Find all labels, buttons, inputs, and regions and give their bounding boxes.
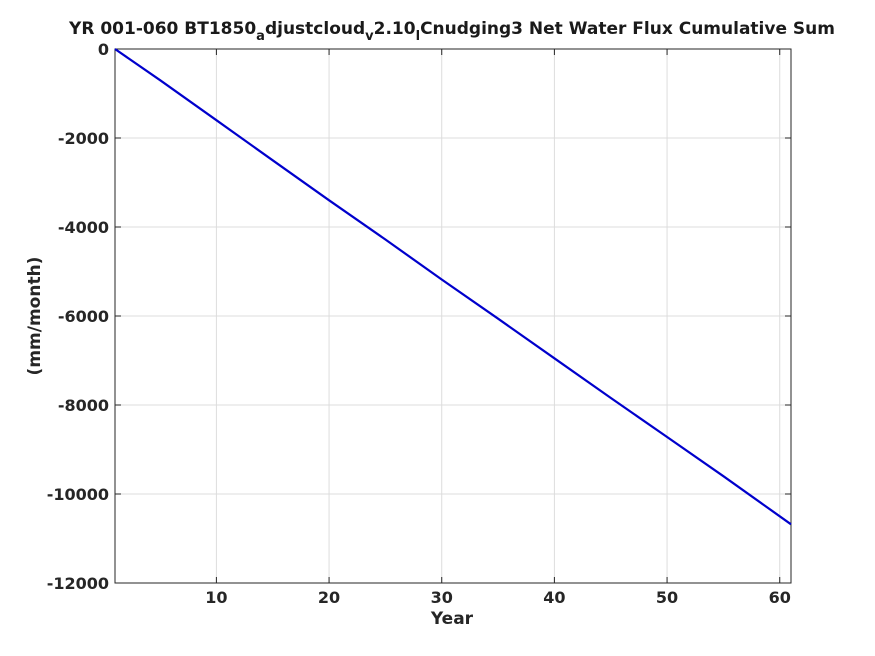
title-segment: a: [256, 29, 265, 44]
title-segment: YR 001-060 BT1850: [68, 19, 256, 39]
y-tick-label: -2000: [58, 129, 109, 148]
title-segment: 2.10: [374, 19, 416, 39]
x-tick-label: 20: [318, 588, 340, 607]
y-tick-label: -10000: [47, 485, 109, 504]
x-tick-label: 60: [769, 588, 791, 607]
title-segment: v: [365, 29, 374, 44]
title-segment: djustcloud: [265, 19, 365, 39]
y-axis-label: (mm/month): [25, 257, 45, 376]
x-axis-label: Year: [430, 609, 474, 629]
x-tick-label: 10: [205, 588, 227, 607]
x-axis-ticks: 10 20 30 40 50 60: [205, 49, 791, 607]
x-tick-label: 30: [431, 588, 453, 607]
y-tick-label: 0: [98, 40, 109, 59]
y-axis-ticks: 0 -2000 -4000 -6000 -8000 -10000 -12000: [47, 40, 791, 593]
y-tick-label: -4000: [58, 218, 109, 237]
series-layer: [114, 48, 792, 526]
title-segment: l: [416, 29, 420, 44]
chart-title: YR 001-060 BT1850adjustcloudv2.10lCnudgi…: [68, 19, 835, 44]
y-tick-label: -8000: [58, 396, 109, 415]
x-tick-label: 40: [543, 588, 565, 607]
y-tick-label: -6000: [58, 307, 109, 326]
y-tick-label: -12000: [47, 574, 109, 593]
x-tick-label: 50: [656, 588, 678, 607]
series-line: [114, 48, 792, 526]
grid-lines: [115, 48, 791, 584]
title-segment: Cnudging3 Net Water Flux Cumulative Sum: [420, 19, 835, 39]
